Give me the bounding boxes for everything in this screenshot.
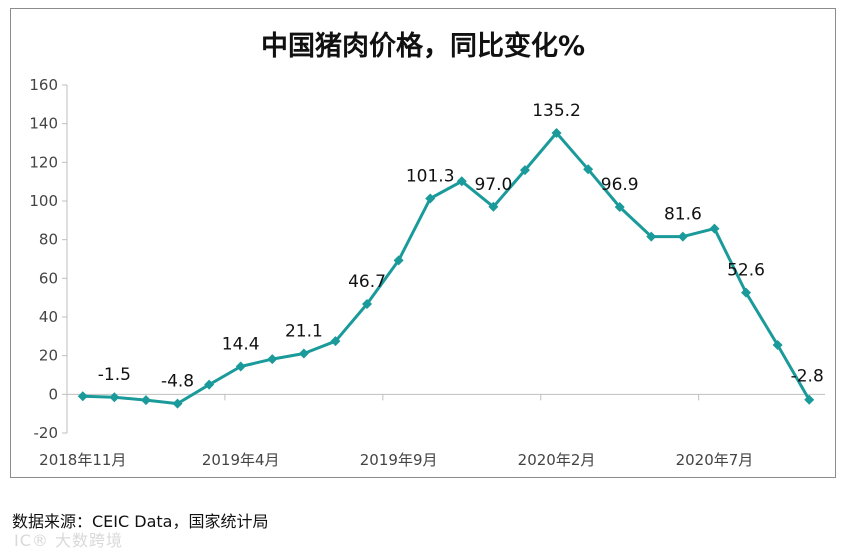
data-point-marker xyxy=(204,379,215,390)
data-point-marker xyxy=(677,231,688,242)
data-label: 81.6 xyxy=(664,205,702,225)
data-labels: -1.5 -4.8 14.4 21.1 46.7 101.3 97.0 135.2 96.9 81… xyxy=(98,101,824,392)
series-line xyxy=(82,131,811,406)
x-tick-label: 2019年4月 xyxy=(202,451,280,469)
x-tick-label: 2020年7月 xyxy=(676,451,754,469)
data-label: 96.9 xyxy=(601,175,639,195)
y-tick-label: 20 xyxy=(39,347,58,365)
data-label: -1.5 xyxy=(98,365,131,385)
x-tick-label: 2020年2月 xyxy=(518,451,596,469)
data-point-marker xyxy=(330,336,341,347)
data-point-marker xyxy=(772,340,783,351)
data-point-marker xyxy=(709,223,720,234)
data-point-marker xyxy=(425,193,436,204)
data-point-marker xyxy=(804,394,815,405)
axes: 160 140 120 100 80 60 40 20 0 -20 2018年11月 2019年4月 2… xyxy=(29,76,825,469)
x-tick-label: 2019年9月 xyxy=(360,451,438,469)
y-tick-label: 160 xyxy=(29,76,58,94)
data-point-marker xyxy=(393,255,404,266)
data-label: 135.2 xyxy=(532,101,581,121)
series-layer xyxy=(77,127,815,409)
data-label: 21.1 xyxy=(285,322,323,342)
data-point-marker xyxy=(741,287,752,298)
data-label: 97.0 xyxy=(474,175,512,195)
data-point-marker xyxy=(519,165,530,176)
data-point-marker xyxy=(646,231,657,242)
source-note: 数据来源：CEIC Data，国家统计局 xyxy=(12,512,269,531)
chart-title: 中国猪肉价格，同比变化% xyxy=(261,30,585,62)
data-point-marker xyxy=(109,392,120,403)
data-point-marker xyxy=(140,395,151,406)
y-tick-label: 0 xyxy=(48,385,58,403)
data-point-marker xyxy=(298,348,309,359)
data-label: 14.4 xyxy=(222,334,260,354)
data-point-marker xyxy=(267,354,278,365)
data-point-marker xyxy=(77,391,88,402)
data-point-marker xyxy=(488,201,499,212)
data-point-marker xyxy=(235,361,246,372)
y-tick-label: -20 xyxy=(34,424,59,442)
y-tick-label: 100 xyxy=(29,192,58,210)
data-point-marker xyxy=(551,127,562,138)
data-label: 52.6 xyxy=(727,261,765,281)
y-tick-label: 140 xyxy=(29,115,58,133)
data-point-marker xyxy=(362,299,373,310)
y-tick-label: 120 xyxy=(29,153,58,171)
data-point-marker xyxy=(614,201,625,212)
data-point-marker xyxy=(456,176,467,187)
chart-frame: 中国猪肉价格，同比变化% 160 140 120 100 80 60 40 20 0 -20 201… xyxy=(10,8,836,478)
x-tick-label: 2018年11月 xyxy=(39,451,126,469)
watermark: IC® 大数跨境 xyxy=(14,531,123,550)
y-tick-label: 60 xyxy=(39,269,58,287)
data-label: 46.7 xyxy=(348,272,386,292)
data-point-marker xyxy=(583,164,594,175)
data-label: 101.3 xyxy=(406,166,455,186)
y-tick-label: 80 xyxy=(39,231,58,249)
y-tick-label: 40 xyxy=(39,308,58,326)
chart-svg: 中国猪肉价格，同比变化% 160 140 120 100 80 60 40 20 0 -20 201… xyxy=(29,30,825,469)
data-label: -2.8 xyxy=(791,367,824,387)
data-label: -4.8 xyxy=(161,372,194,392)
data-point-marker xyxy=(172,398,183,409)
